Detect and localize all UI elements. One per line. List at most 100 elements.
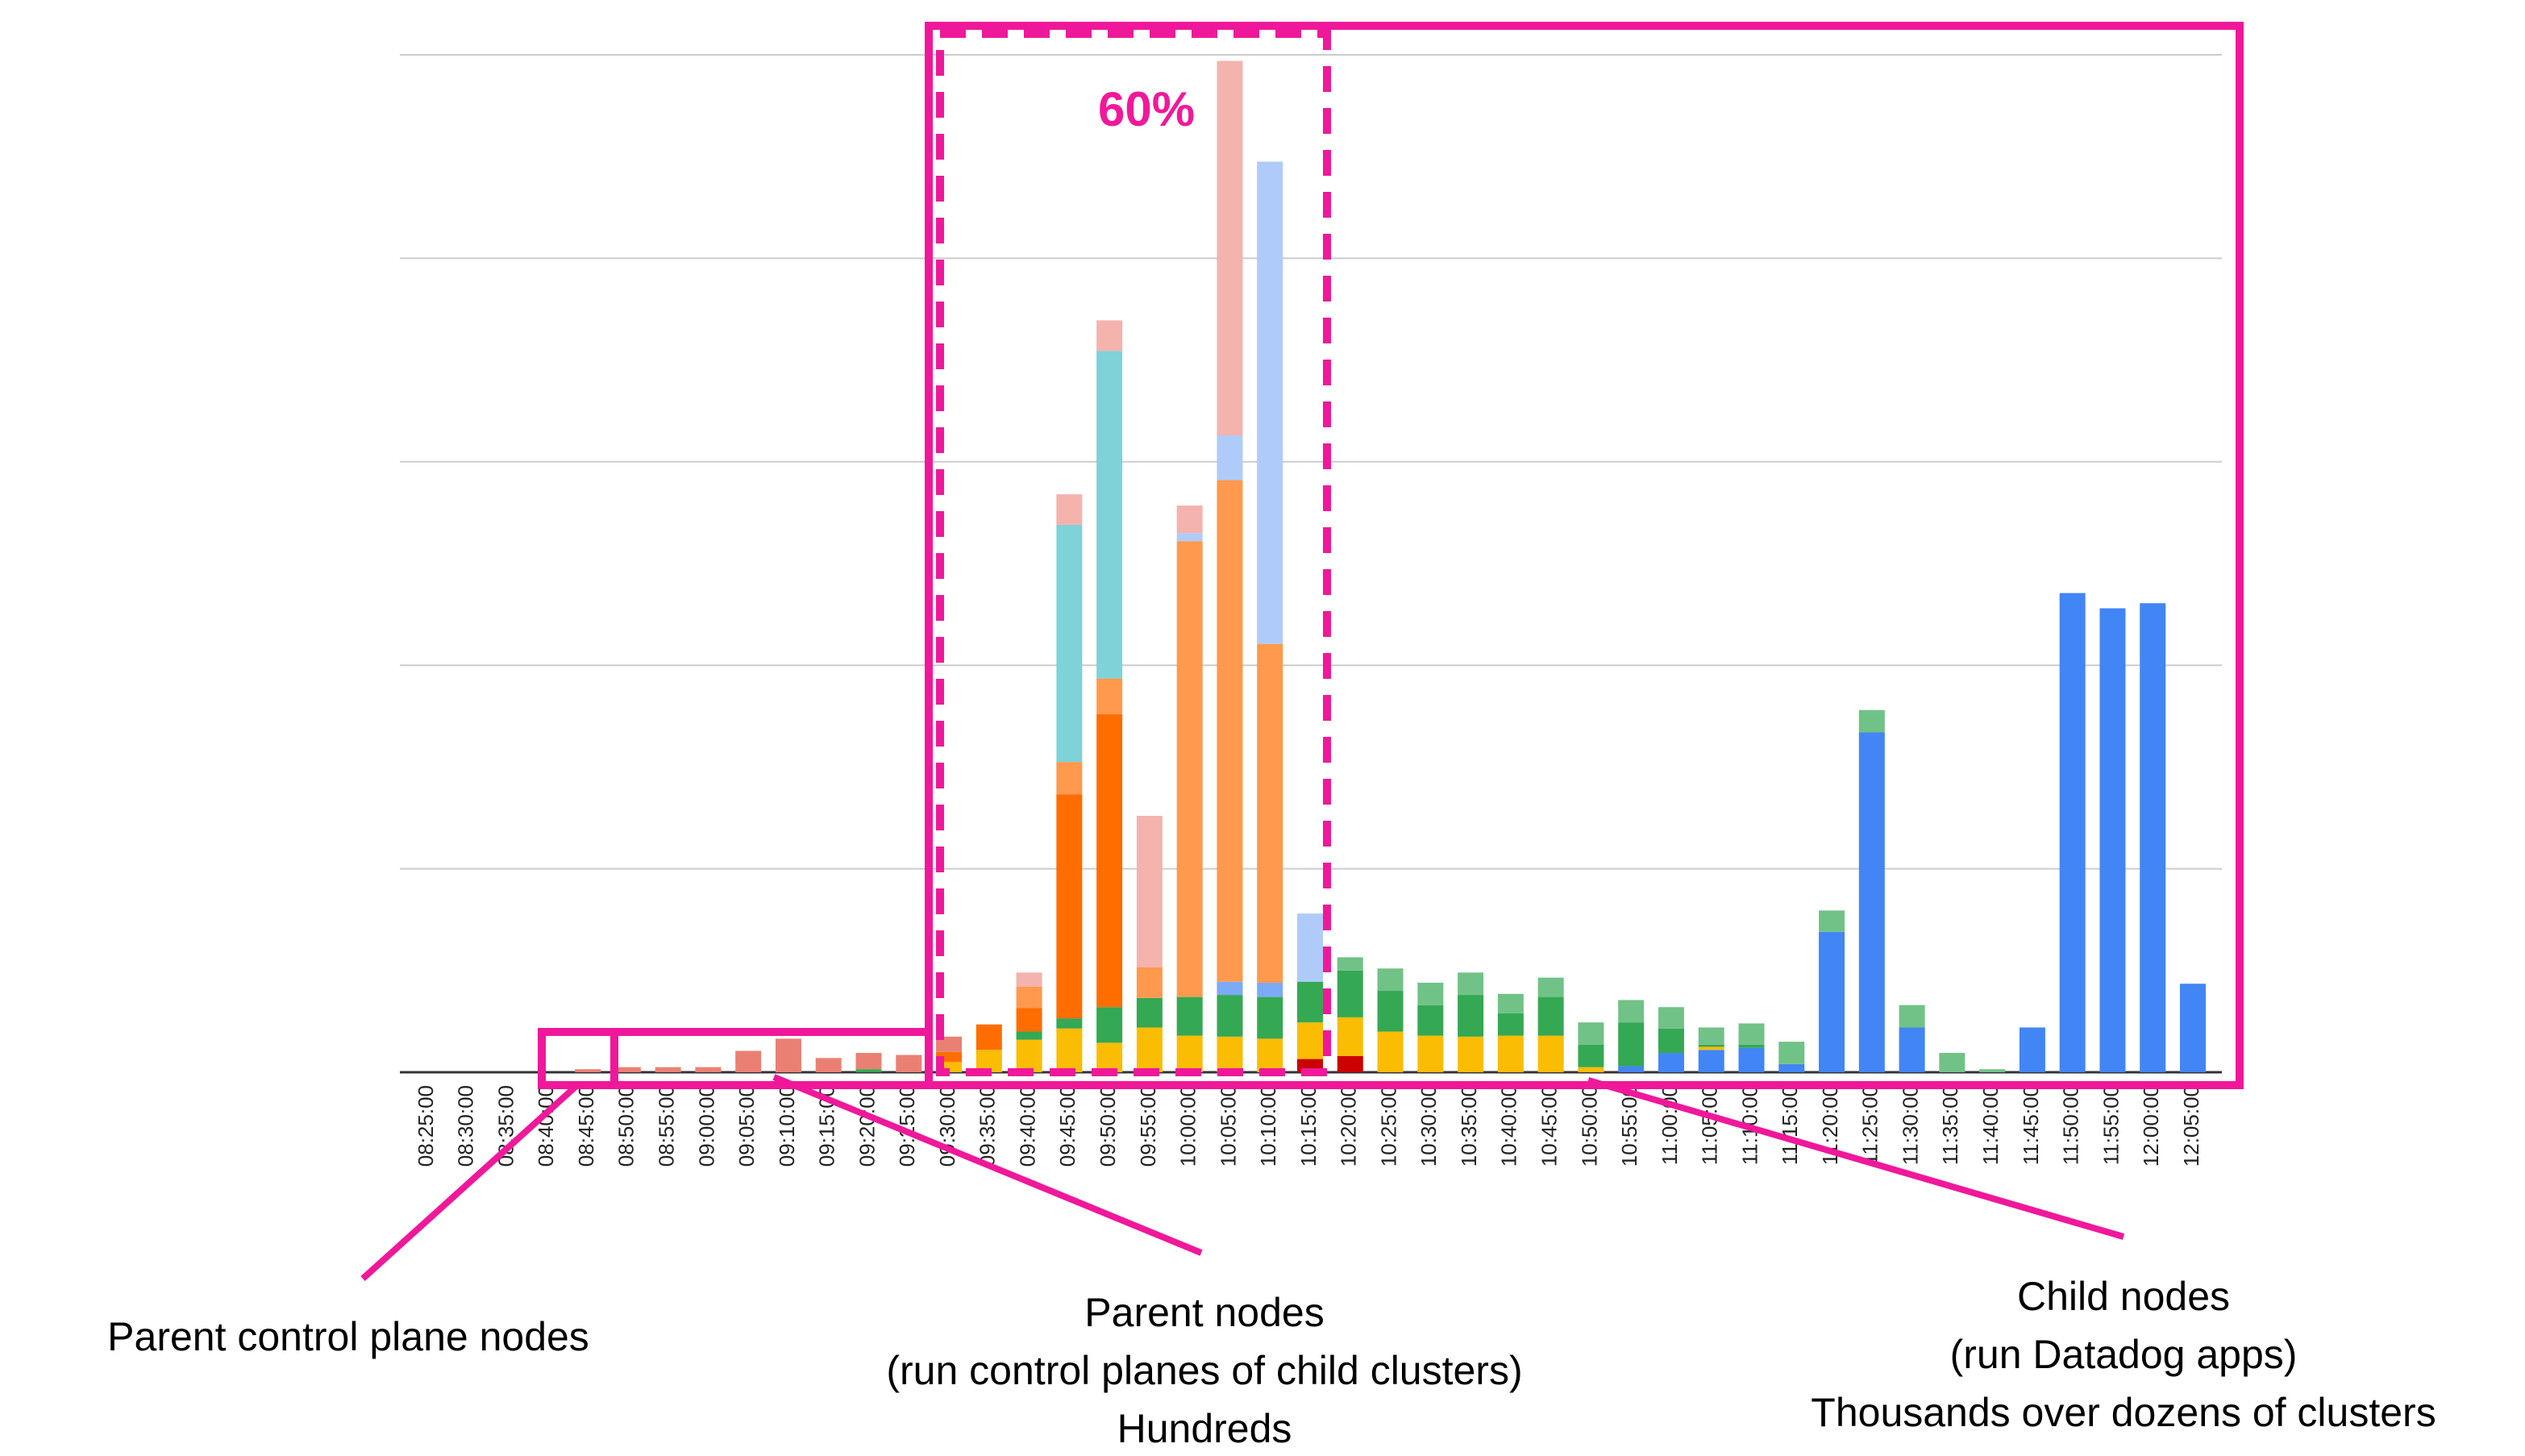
bar-segment (1578, 1044, 1604, 1067)
x-tick-label: 11:35:00 (1938, 1085, 1962, 1165)
x-tick-label: 10:30:00 (1416, 1085, 1441, 1167)
bar-segment (1778, 1063, 1805, 1072)
bar-segment (1056, 1018, 1083, 1029)
bar-segment (1618, 1000, 1645, 1023)
bar-segment (1096, 678, 1123, 714)
annotation-label: (run control planes of child clusters) (886, 1348, 1522, 1393)
bar-segment (1979, 1069, 2006, 1072)
bar-segment (1056, 762, 1083, 795)
bar-segment (1738, 1023, 1765, 1045)
bar-segment (1698, 1027, 1724, 1045)
bar-segment (1056, 794, 1083, 1019)
bar-segment (2180, 984, 2206, 1072)
child-nodes-box (925, 22, 2244, 1089)
bar-segment (1257, 643, 1283, 983)
x-tick-label: 09:35:00 (975, 1085, 1000, 1167)
bar-segment (1858, 709, 1885, 733)
x-tick-label: 10:25:00 (1376, 1085, 1400, 1167)
bar-segment (896, 1055, 922, 1072)
bar-segment (1618, 1066, 1645, 1072)
pointer-line (772, 1074, 1203, 1256)
bar-segment (1016, 986, 1042, 1009)
bar-segment (1497, 993, 1524, 1013)
bar-segment (1257, 982, 1283, 997)
bar-segment (855, 1053, 882, 1070)
bar-segment (1819, 910, 1845, 932)
x-tick-label: 11:15:00 (1778, 1085, 1802, 1165)
bar-segment (1217, 995, 1243, 1037)
pointer-line (360, 1083, 580, 1281)
bar-segment (1016, 1039, 1042, 1072)
bar-segment (1578, 1067, 1604, 1072)
x-tick-label: 09:45:00 (1055, 1085, 1079, 1167)
bar-segment (1176, 533, 1203, 542)
annotation-label: Parent control plane nodes (107, 1314, 589, 1359)
bar-segment (1136, 967, 1163, 998)
x-tick-label: 10:55:00 (1617, 1085, 1641, 1167)
x-tick-label: 11:55:00 (2099, 1085, 2123, 1165)
x-tick-label: 08:50:00 (614, 1085, 639, 1167)
x-tick-label: 10:00:00 (1176, 1085, 1200, 1167)
bar-segment (1257, 161, 1283, 644)
bar-segment (1417, 982, 1444, 1005)
x-tick-label: 10:05:00 (1216, 1085, 1240, 1167)
bar-segment (1537, 996, 1564, 1036)
bar-segment (1016, 972, 1042, 987)
bar-segment (1176, 1035, 1203, 1072)
bar-segment (1176, 996, 1203, 1036)
bar-segment (614, 1067, 641, 1072)
bar-segment (1698, 1044, 1724, 1047)
bar-segment (1458, 995, 1484, 1037)
bar-segment (1939, 1053, 1966, 1072)
plot-area: 08:25:00 08:30:00 08:35:00 08:40:00 08:45:00… (400, 54, 2222, 1167)
bar-segment (1297, 981, 1323, 1023)
bar-segment (1257, 996, 1283, 1039)
annotation-label: (run Datadog apps) (1950, 1332, 2298, 1377)
x-tick-label: 09:55:00 (1136, 1085, 1160, 1167)
x-tick-label: 10:15:00 (1296, 1085, 1321, 1167)
bar-segment (1738, 1044, 1765, 1048)
bar-segment (1819, 931, 1845, 1072)
bar-segment (1698, 1050, 1724, 1072)
sixty-percent-box (936, 30, 1331, 1076)
x-tick-label: 11:00:00 (1658, 1085, 1682, 1165)
x-tick-label: 09:40:00 (1015, 1085, 1039, 1167)
highlight-label: 60% (1098, 82, 1195, 136)
bar-segment (1337, 957, 1363, 971)
x-tick-label: 11:30:00 (1898, 1085, 1922, 1165)
bar-segment (1217, 60, 1243, 435)
bar-segment (1096, 1007, 1123, 1043)
bar-segment (1016, 1031, 1042, 1040)
bar-segment (1297, 913, 1323, 982)
bar-segment (1377, 968, 1404, 992)
bar-segment (1658, 1007, 1684, 1029)
bar-segment (1458, 1036, 1484, 1072)
bar-segment (1738, 1047, 1765, 1072)
x-tick-label: 09:05:00 (734, 1085, 759, 1167)
bar-segment (1899, 1005, 1925, 1028)
bar-segment (575, 1069, 601, 1072)
bar-segment (1016, 1008, 1042, 1032)
bar-segment (1537, 977, 1564, 997)
x-tick-label: 08:45:00 (574, 1085, 598, 1167)
bar-segment (1056, 1028, 1083, 1072)
bar-segment (1297, 1022, 1323, 1059)
bar-segment (1257, 1038, 1283, 1072)
x-tick-label: 08:30:00 (454, 1085, 478, 1167)
x-tick-label: 09:50:00 (1096, 1085, 1120, 1167)
bar-segment (1778, 1042, 1805, 1064)
bar-segment (1899, 1027, 1925, 1072)
bar-segment (1056, 494, 1083, 526)
x-tick-label: 08:25:00 (414, 1085, 438, 1167)
bar-segment (1337, 1055, 1363, 1072)
bar-segment (735, 1050, 762, 1072)
x-tick-label: 10:35:00 (1457, 1085, 1481, 1167)
bar-segment (1217, 1036, 1243, 1072)
bar-segment (1578, 1022, 1604, 1045)
bar-segment (1497, 1013, 1524, 1036)
annotation-label: Hundreds (1117, 1406, 1292, 1451)
bar-segment (1217, 480, 1243, 982)
x-tick-label: 11:40:00 (1978, 1085, 2003, 1165)
x-tick-label: 09:10:00 (775, 1085, 799, 1167)
